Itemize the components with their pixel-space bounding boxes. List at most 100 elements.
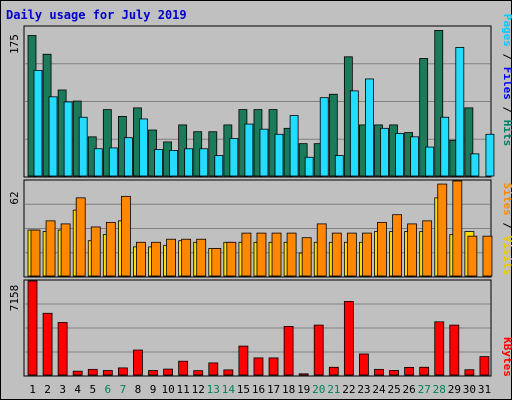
bar-sites: [211, 248, 222, 277]
right-label-part: KBytes: [501, 337, 512, 377]
bar-sites: [241, 232, 252, 277]
bar-pages: [93, 148, 103, 177]
bar-kbytes: [328, 366, 339, 376]
bar-sites: [120, 195, 131, 277]
bar-pages: [455, 47, 465, 177]
bar-sites: [482, 235, 493, 277]
bar-pages: [214, 155, 224, 177]
bar-sites: [90, 226, 101, 277]
bar-pages: [169, 150, 178, 177]
x-tick-label: 7: [120, 383, 127, 396]
bar-pages: [274, 133, 284, 177]
bar-pages: [289, 115, 299, 177]
x-tick-label: 31: [478, 383, 491, 396]
bar-sites: [30, 229, 41, 277]
bar-sites: [392, 214, 402, 277]
bar-pages: [108, 147, 118, 177]
bar-pages: [259, 128, 269, 177]
bar-kbytes: [313, 324, 324, 376]
bar-kbytes: [148, 370, 158, 376]
bar-kbytes: [374, 368, 384, 376]
bar-pages: [184, 148, 194, 177]
x-tick-label: 21: [327, 383, 340, 396]
x-tick-label: 20: [312, 383, 325, 396]
bar-kbytes: [464, 369, 475, 376]
bar-kbytes: [343, 301, 354, 376]
bar-sites: [45, 220, 56, 277]
bar-sites: [166, 238, 176, 277]
x-tick-label: 19: [297, 383, 310, 396]
bar-kbytes: [27, 280, 38, 376]
bar-sites: [452, 180, 463, 277]
bar-sites: [75, 197, 86, 277]
right-label-1: Pages / Files / Hits: [501, 14, 512, 147]
bar-sites: [346, 232, 357, 277]
right-label-part: Sites: [501, 183, 512, 216]
right-label-part: Pages: [501, 14, 512, 47]
bar-kbytes: [42, 312, 53, 376]
chart-panels: 175 62 7158: [8, 25, 495, 377]
bar-sites: [60, 223, 71, 277]
bar-kbytes: [479, 356, 490, 376]
x-tick-label: 16: [252, 383, 265, 396]
x-tick-label: 1: [29, 383, 36, 396]
bar-kbytes: [57, 322, 68, 376]
x-tick-label: 5: [89, 383, 96, 396]
right-label-part: Files: [501, 67, 512, 100]
bar-kbytes: [178, 360, 189, 376]
bar-sites: [316, 223, 327, 277]
bar-pages: [304, 156, 314, 177]
x-tick-label: 28: [433, 383, 446, 396]
x-tick-label: 14: [222, 383, 236, 396]
panel-3: 7158: [8, 279, 492, 377]
x-tick-label: 17: [267, 383, 280, 396]
x-tick-label: 13: [207, 383, 220, 396]
bar-pages: [365, 78, 374, 177]
x-tick-label: 22: [342, 383, 355, 396]
bar-kbytes: [117, 367, 128, 376]
bar-pages: [425, 146, 435, 177]
bar-sites: [422, 220, 433, 277]
bar-sites: [407, 223, 418, 277]
bar-pages: [244, 123, 254, 177]
bar-kbytes: [223, 369, 234, 376]
bar-kbytes: [298, 373, 309, 376]
bar-pages: [63, 101, 73, 177]
bar-kbytes: [72, 370, 83, 376]
panel-max-label: 62: [8, 191, 21, 204]
bar-pages: [199, 148, 209, 177]
bar-kbytes: [404, 366, 415, 376]
bar-kbytes: [253, 357, 264, 376]
right-label-part: Hits: [501, 120, 512, 147]
panel-max-label: 175: [8, 34, 21, 54]
bar-kbytes: [283, 326, 294, 376]
bar-sites: [467, 235, 478, 277]
bar-pages: [485, 133, 495, 177]
x-tick-label: 25: [387, 383, 400, 396]
right-label-part: Visits: [501, 236, 512, 276]
right-label-part: /: [501, 216, 512, 236]
bar-kbytes: [359, 353, 369, 376]
bar-sites: [271, 232, 282, 277]
bar-sites: [196, 238, 207, 277]
bar-pages: [470, 153, 480, 177]
bar-kbytes: [133, 349, 143, 376]
bar-pages: [319, 97, 329, 177]
bar-pages: [380, 127, 389, 177]
chart-title: Daily usage for July 2019: [6, 8, 187, 22]
x-tick-label: 9: [150, 383, 157, 396]
x-tick-label: 27: [418, 383, 431, 396]
x-tick-label: 23: [357, 383, 370, 396]
x-tick-label: 30: [463, 383, 476, 396]
bar-sites: [301, 237, 312, 277]
bar-pages: [440, 116, 450, 177]
bar-hits: [434, 30, 444, 177]
bar-sites: [181, 238, 192, 277]
bar-kbytes: [208, 362, 219, 376]
bar-sites: [331, 232, 342, 277]
bar-kbytes: [102, 370, 113, 376]
x-tick-label: 15: [237, 383, 250, 396]
bar-pages: [349, 90, 359, 177]
right-label-part: /: [501, 47, 512, 67]
